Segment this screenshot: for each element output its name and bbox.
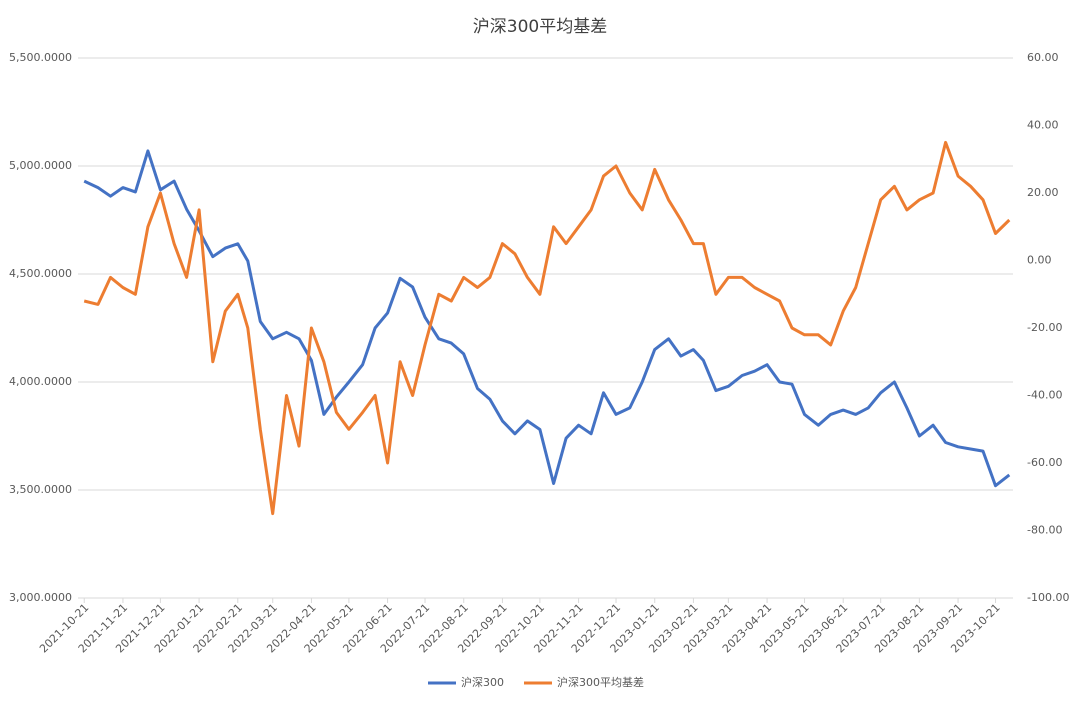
y-tick-label: 4,500.0000 [9,267,72,280]
y2-tick-label: 20.00 [1027,186,1059,199]
y2-tick-label: -40.00 [1027,389,1062,402]
y2-tick-label: -100.00 [1027,591,1069,604]
y2-tick-label: 60.00 [1027,51,1059,64]
chart-title: 沪深300平均基差 [473,17,607,37]
y-tick-label: 3,500.0000 [9,483,72,496]
y2-tick-label: 0.00 [1027,254,1052,267]
y-tick-label: 4,000.0000 [9,375,72,388]
y2-tick-label: -20.00 [1027,321,1062,334]
y-tick-label: 3,000.0000 [9,591,72,604]
legend-label: 沪深300 [461,675,504,689]
line-series [83,149,1011,488]
y2-tick-label: 40.00 [1027,119,1059,132]
y2-tick-label: -60.00 [1027,456,1062,469]
line-series [83,140,1011,516]
legend-label: 沪深300平均基差 [557,675,644,689]
y2-tick-label: -80.00 [1027,524,1062,537]
y-tick-label: 5,000.0000 [9,159,72,172]
y-tick-label: 5,500.0000 [9,51,72,64]
